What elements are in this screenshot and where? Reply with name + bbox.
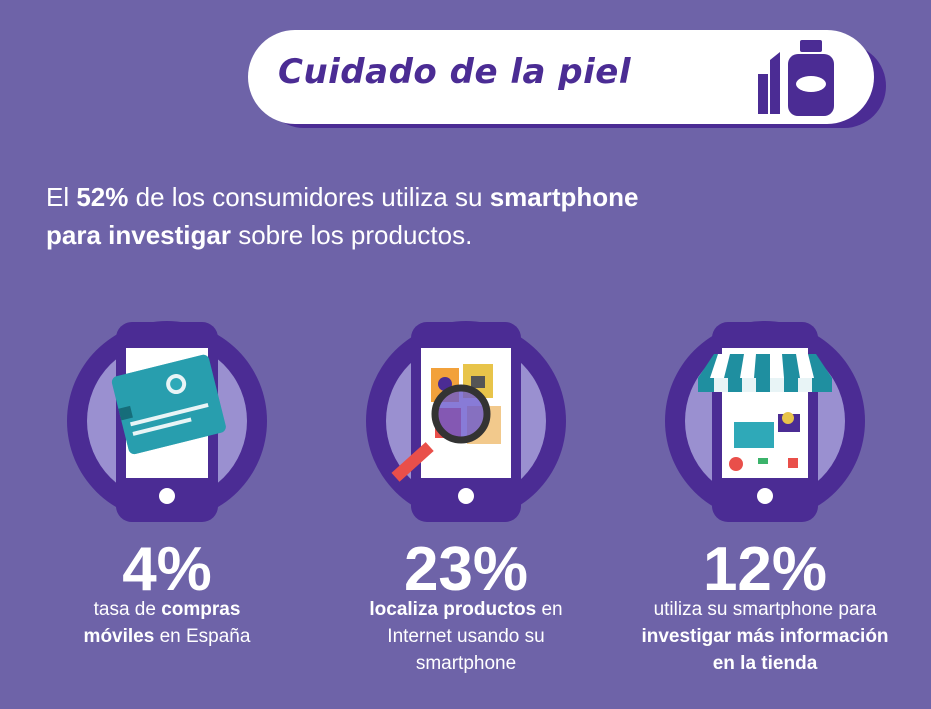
stat-desc-bold: investigar más información (641, 626, 889, 647)
intro-highlight-research: para investigar (46, 220, 231, 250)
stat-desc-bold: compras (161, 599, 241, 620)
intro-part: de los consumidores utiliza su (128, 182, 490, 212)
stat-desc-text: utiliza su smartphone para (653, 599, 877, 620)
intro-text: El 52% de los consumidores utiliza su sm… (46, 178, 766, 254)
stat-desc-text: en (536, 599, 563, 620)
stat-description-in-store-research: utiliza su smartphone para investigar má… (615, 596, 915, 677)
stat-value-mobile-purchases: 4% (122, 535, 212, 604)
stat-desc-text: tasa de (93, 599, 162, 620)
page-title: Cuidado de la piel (278, 52, 632, 92)
stat-desc-bold: móviles (83, 626, 155, 647)
intro-part: sobre los productos. (230, 220, 473, 250)
intro-highlight-smartphone: smartphone (489, 182, 639, 212)
stat-desc-text: smartphone (415, 653, 517, 674)
credit-card-phone-icon (67, 321, 267, 522)
header-banner: Cuidado de la piel (248, 30, 874, 124)
intro-highlight-percent: 52% (76, 182, 129, 212)
stat-description-locate-products: localiza productos en Internet usando su… (316, 596, 616, 677)
stat-value-in-store-research: 12% (702, 535, 828, 604)
store-phone-icon (665, 321, 865, 522)
intro-part: El (46, 182, 77, 212)
stat-value-locate-products: 23% (403, 535, 529, 604)
stat-desc-bold: localiza productos (369, 599, 537, 620)
stat-desc-text: Internet usando su (387, 626, 545, 647)
stat-desc-text: en España (154, 626, 251, 647)
product-search-phone-icon (366, 321, 566, 522)
stat-description-mobile-purchases: tasa de compras móviles en España (17, 596, 317, 650)
stat-desc-bold: en la tienda (712, 653, 818, 674)
skincare-products-icon (758, 40, 834, 116)
